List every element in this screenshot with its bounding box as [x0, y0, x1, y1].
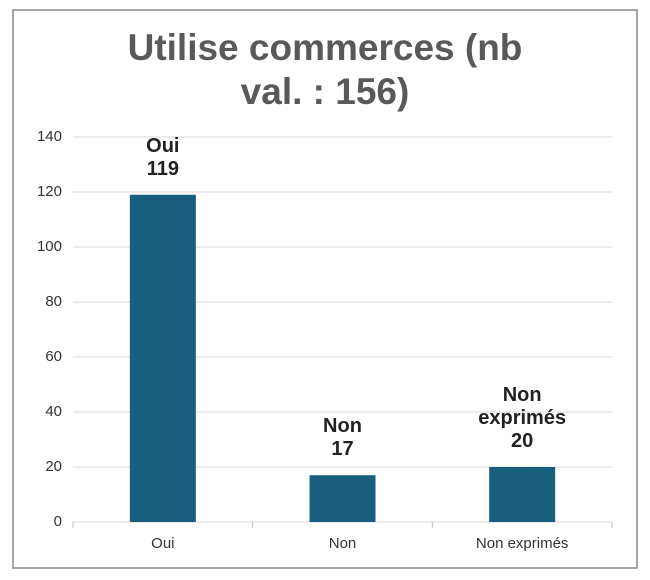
data-label-value: 20 — [511, 430, 534, 452]
y-tick-label: 60 — [45, 348, 62, 365]
y-tick-label: 0 — [54, 513, 62, 530]
data-label: Non 17 — [287, 415, 399, 461]
bar — [489, 467, 556, 522]
data-label-category: Oui — [146, 134, 180, 157]
bar — [309, 475, 376, 522]
y-tick-label: 120 — [37, 183, 62, 200]
x-tick-label: Oui — [151, 535, 174, 552]
y-tick-label: 100 — [37, 238, 62, 255]
x-tick-label: Non — [329, 535, 357, 552]
chart-title: Utilise commerces (nb val. : 156) — [127, 27, 523, 112]
y-tick-label: 40 — [45, 403, 62, 420]
y-tick-label: 140 — [37, 128, 62, 145]
data-label: Non exprimés 20 — [466, 384, 578, 453]
data-label-category: Non — [323, 415, 362, 438]
x-tick-label: Non exprimés — [476, 535, 569, 552]
data-label-value: 17 — [331, 438, 354, 461]
y-tick-label: 80 — [45, 293, 62, 310]
data-label: Oui 119 — [107, 135, 219, 181]
data-label-category: Non exprimés — [478, 384, 567, 429]
bar — [129, 194, 196, 522]
y-tick-label: 20 — [45, 458, 62, 475]
data-label-value: 119 — [146, 157, 179, 180]
